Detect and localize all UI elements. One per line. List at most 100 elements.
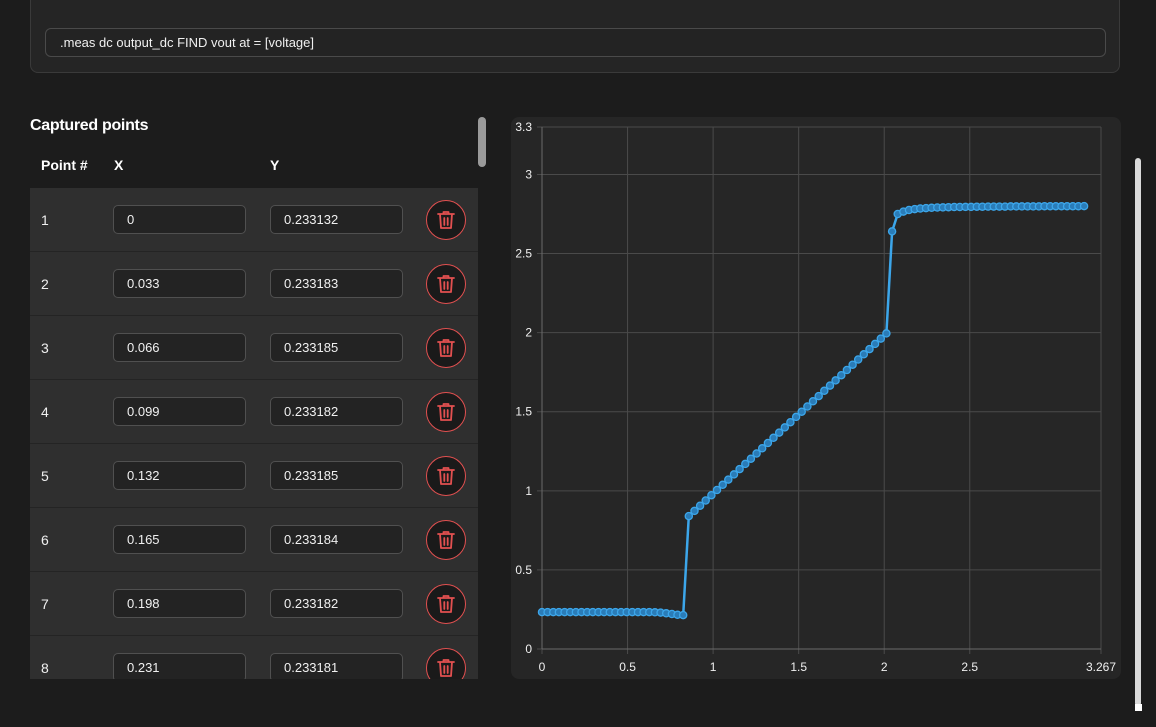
delete-point-button[interactable] (426, 584, 466, 624)
delete-point-button[interactable] (426, 392, 466, 432)
point-number: 7 (41, 596, 49, 612)
data-point (797, 407, 806, 416)
data-point (707, 490, 716, 500)
x-value-input[interactable] (113, 269, 246, 298)
chart-svg: 0 0.5 1 1.5 2 2.5 3.267 0 0.5 1 1.5 2 2.5 3 3.3 (515, 120, 1116, 674)
data-point (718, 480, 727, 490)
meas-command-input[interactable] (45, 28, 1106, 57)
data-point (831, 376, 840, 385)
data-point (825, 381, 835, 390)
data-point (1079, 201, 1089, 211)
data-point (763, 438, 773, 448)
data-point (882, 329, 891, 338)
x-value-input[interactable] (113, 653, 246, 679)
x-tick-label: 2 (881, 660, 888, 674)
y-tick-label: 3 (525, 167, 532, 181)
x-tick-label: 3.267 (1086, 660, 1116, 674)
data-point (695, 501, 705, 510)
data-point (729, 470, 739, 479)
page-scrollbar-end (1135, 704, 1142, 711)
x-tick-label: 1 (710, 660, 717, 674)
delete-point-button[interactable] (426, 328, 466, 368)
x-tick-label: 0 (539, 660, 546, 674)
point-number: 2 (41, 276, 49, 292)
data-point (853, 355, 863, 364)
table-scrollbar[interactable] (478, 117, 486, 167)
y-value-input[interactable] (270, 269, 403, 298)
delete-point-button[interactable] (426, 264, 466, 304)
data-point (752, 449, 761, 458)
x-value-input[interactable] (113, 589, 246, 618)
x-value-input[interactable] (113, 333, 246, 362)
data-point (859, 350, 869, 359)
trash-icon (437, 403, 455, 421)
y-tick-label: 0 (525, 642, 532, 656)
data-point (865, 344, 874, 354)
y-value-input[interactable] (270, 525, 403, 554)
points-table[interactable]: Point # X Y 1 2 3 4 5 (30, 143, 478, 679)
page-scrollbar[interactable] (1135, 158, 1141, 706)
data-point (837, 370, 846, 380)
trash-icon (437, 211, 455, 229)
data-point (724, 475, 733, 484)
header-point: Point # (41, 157, 88, 173)
data-point (769, 433, 778, 443)
trash-icon (437, 275, 455, 293)
data-point (870, 339, 880, 349)
data-point (848, 360, 857, 369)
point-number: 6 (41, 532, 49, 548)
y-value-input[interactable] (270, 205, 403, 234)
table-row: 5 (30, 444, 478, 508)
chart-series (537, 201, 1089, 620)
x-value-input[interactable] (113, 461, 246, 490)
y-tick-label: 2.5 (515, 247, 532, 261)
data-point (842, 365, 852, 375)
chart-axes (541, 127, 1101, 650)
data-point (690, 506, 699, 516)
point-number: 1 (41, 212, 49, 228)
trash-icon (437, 531, 455, 549)
header-x: X (114, 157, 124, 173)
data-point (712, 485, 722, 495)
y-value-input[interactable] (270, 397, 403, 426)
captured-points-title: Captured points (30, 117, 149, 134)
data-point (803, 402, 812, 411)
y-tick-label: 1.5 (515, 405, 532, 419)
y-tick-label: 0.5 (515, 563, 532, 577)
x-value-input[interactable] (113, 205, 246, 234)
data-point (757, 444, 767, 453)
delete-point-button[interactable] (426, 200, 466, 240)
x-value-input[interactable] (113, 397, 246, 426)
point-number: 3 (41, 340, 49, 356)
x-tick-label: 0.5 (619, 660, 636, 674)
y-value-input[interactable] (270, 589, 403, 618)
data-point (791, 412, 801, 422)
table-row: 2 (30, 252, 478, 316)
point-number: 5 (41, 468, 49, 484)
table-row: 7 (30, 572, 478, 636)
y-value-input[interactable] (270, 653, 403, 679)
y-value-input[interactable] (270, 461, 403, 490)
y-tick-label: 2 (525, 326, 532, 340)
data-point (786, 417, 795, 427)
data-point (678, 610, 688, 620)
measure-panel (30, 0, 1120, 73)
table-row: 1 (30, 188, 478, 252)
delete-point-button[interactable] (426, 456, 466, 496)
x-value-input[interactable] (113, 525, 246, 554)
y-value-input[interactable] (270, 333, 403, 362)
x-tick-label: 2.5 (961, 660, 978, 674)
trash-icon (437, 467, 455, 485)
data-point (746, 454, 756, 463)
data-point (876, 334, 886, 343)
trash-icon (437, 595, 455, 613)
data-point (820, 386, 829, 396)
point-number: 4 (41, 404, 49, 420)
delete-point-button[interactable] (426, 520, 466, 560)
table-row: 8 (30, 636, 478, 679)
header-y: Y (270, 157, 280, 173)
delete-point-button[interactable] (426, 648, 466, 679)
data-point (887, 227, 897, 236)
table-row: 6 (30, 508, 478, 572)
data-point (814, 391, 823, 401)
